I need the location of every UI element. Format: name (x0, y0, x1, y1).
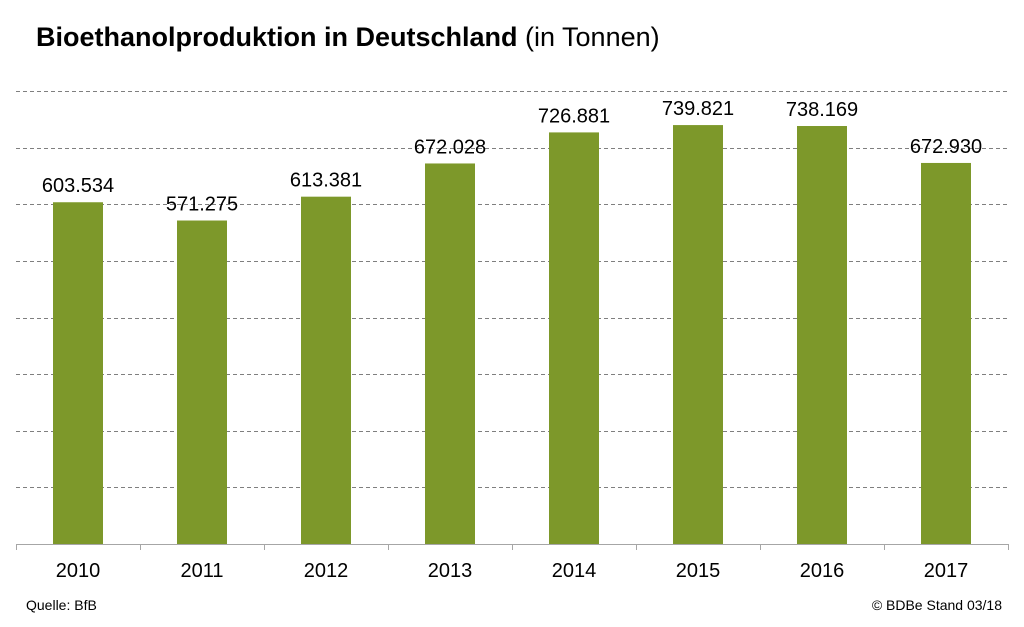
bars (53, 125, 971, 545)
data-label: 613.381 (290, 170, 362, 192)
data-label: 571.275 (166, 194, 238, 216)
x-tick-label: 2013 (428, 560, 473, 582)
bar-2012 (301, 196, 351, 544)
bar-2016 (797, 126, 847, 544)
x-tick-label: 2011 (180, 560, 223, 582)
source-note: Quelle: BfB (26, 597, 97, 613)
data-label: 738.169 (786, 99, 858, 121)
x-tick-label: 2017 (924, 560, 969, 582)
gridlines (16, 91, 1008, 488)
chart-title-unit: (in Tonnen) (525, 22, 660, 52)
data-label: 672.028 (414, 136, 486, 158)
data-label: 726.881 (538, 105, 610, 127)
data-labels: 603.534 571.275 613.381 672.028 726.881 739.8… (42, 98, 982, 215)
x-tick-label: 2016 (800, 560, 845, 582)
x-tick-label: 2015 (676, 560, 721, 582)
chart-title-main: Bioethanolproduktion in Deutschland (36, 22, 518, 52)
bar-2011 (177, 220, 227, 544)
bar-2014 (549, 132, 599, 545)
copyright-note: © BDBe Stand 03/18 (871, 597, 1002, 613)
bar-2013 (425, 163, 475, 544)
data-label: 603.534 (42, 175, 114, 197)
x-axis: 2010 2011 2012 2013 2014 2015 2016 2017 (16, 544, 1009, 582)
bar-2017 (921, 162, 971, 545)
x-tick-label: 2012 (304, 560, 349, 582)
x-tick-label: 2010 (56, 560, 101, 582)
data-label: 672.930 (910, 136, 982, 158)
bar-2010 (53, 202, 103, 544)
chart-title: Bioethanolproduktion in Deutschland (in … (36, 22, 660, 53)
data-label: 739.821 (662, 98, 734, 120)
bar-2015 (673, 125, 723, 544)
x-tick-label: 2014 (552, 560, 597, 582)
